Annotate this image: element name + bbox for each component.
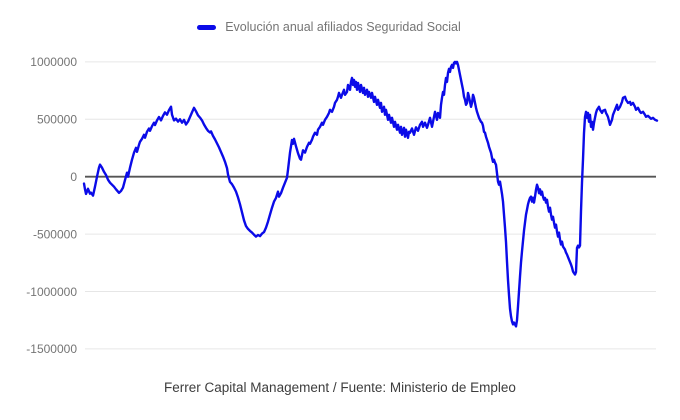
y-axis-tick-label: -500000 — [33, 227, 77, 241]
y-axis-tick-label: -1500000 — [26, 342, 77, 356]
y-axis-tick-label: 0 — [70, 170, 77, 184]
legend-series-label: Evolución anual afiliados Seguridad Soci… — [225, 20, 461, 34]
legend-series-swatch — [197, 24, 217, 30]
y-axis-tick-label: 1000000 — [30, 55, 77, 69]
source-caption: Ferrer Capital Management / Fuente: Mini… — [164, 380, 516, 395]
y-axis-tick-label: -1000000 — [26, 285, 77, 299]
chart-legend: Evolución anual afiliados Seguridad Soci… — [0, 20, 680, 34]
y-axis-tick-label: 500000 — [37, 113, 77, 127]
series-line[interactable] — [82, 60, 659, 328]
